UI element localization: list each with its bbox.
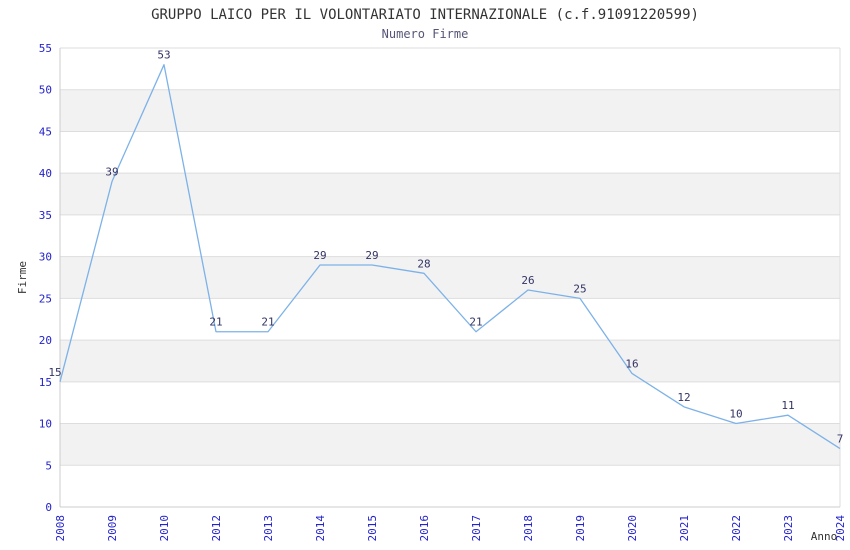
chart-subtitle: Numero Firme bbox=[381, 27, 469, 41]
plot-band bbox=[60, 423, 840, 466]
x-tick-label: 2023 bbox=[782, 515, 795, 542]
x-tick-label: 2010 bbox=[158, 515, 171, 542]
x-tick-label: 2015 bbox=[366, 515, 379, 542]
plot-band bbox=[60, 340, 840, 382]
data-point-label: 10 bbox=[729, 408, 742, 421]
x-tick-label: 2018 bbox=[522, 515, 535, 542]
plot-band bbox=[60, 256, 840, 299]
data-point-label: 26 bbox=[521, 274, 534, 287]
y-tick-label: 45 bbox=[39, 125, 52, 138]
y-tick-label: 35 bbox=[39, 209, 52, 222]
x-tick-label: 2009 bbox=[106, 515, 119, 542]
data-point-label: 39 bbox=[105, 166, 118, 179]
plot-band bbox=[60, 173, 840, 215]
chart-title: GRUPPO LAICO PER IL VOLONTARIATO INTERNA… bbox=[151, 7, 699, 23]
plot-band bbox=[60, 89, 840, 132]
y-tick-label: 10 bbox=[39, 418, 52, 431]
y-tick-label: 0 bbox=[45, 501, 52, 514]
data-point-label: 12 bbox=[677, 391, 690, 404]
data-point-label: 25 bbox=[573, 282, 586, 295]
data-line bbox=[59, 64, 841, 450]
data-point-label: 21 bbox=[261, 316, 274, 329]
y-tick-label: 40 bbox=[39, 167, 52, 180]
x-tick-label: 2017 bbox=[470, 515, 483, 542]
y-tick-label: 20 bbox=[39, 334, 52, 347]
data-point-label: 21 bbox=[209, 316, 222, 329]
x-tick-label: 2020 bbox=[626, 515, 639, 542]
x-tick-label: 2008 bbox=[54, 515, 67, 542]
data-point-label: 11 bbox=[781, 399, 794, 412]
data-point-label: 21 bbox=[469, 316, 482, 329]
data-point-label: 15 bbox=[48, 366, 61, 379]
x-tick-label: 2022 bbox=[730, 515, 743, 542]
data-point-label: 53 bbox=[157, 49, 170, 62]
y-tick-label: 5 bbox=[45, 459, 52, 472]
y-tick-label: 25 bbox=[39, 292, 52, 305]
data-point-label: 29 bbox=[313, 249, 326, 262]
x-axis-title: Anno bbox=[811, 530, 838, 543]
x-tick-label: 2016 bbox=[418, 515, 431, 542]
data-point-label: 29 bbox=[365, 249, 378, 262]
x-tick-label: 2013 bbox=[262, 515, 275, 542]
y-tick-label: 30 bbox=[39, 251, 52, 264]
y-tick-label: 55 bbox=[39, 42, 52, 55]
x-tick-label: 2019 bbox=[574, 515, 587, 542]
x-tick-label: 2012 bbox=[210, 515, 223, 542]
x-tick-label: 2021 bbox=[678, 515, 691, 542]
y-tick-label: 15 bbox=[39, 376, 52, 389]
x-tick-label: 2024 bbox=[834, 515, 847, 542]
data-point-label: 16 bbox=[625, 357, 638, 370]
data-point-label: 28 bbox=[417, 257, 430, 270]
y-tick-label: 50 bbox=[39, 84, 52, 97]
x-tick-label: 2014 bbox=[314, 515, 327, 542]
data-point-label: 7 bbox=[837, 433, 844, 446]
y-axis-title: Firme bbox=[16, 261, 29, 294]
